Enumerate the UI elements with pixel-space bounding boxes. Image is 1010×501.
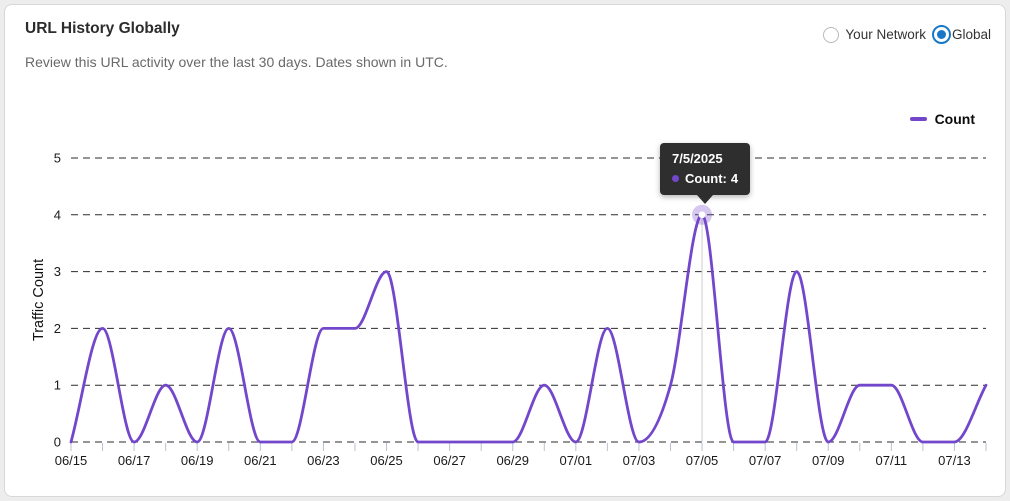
- legend-line-swatch-icon: [909, 117, 927, 121]
- y-tick-label-4: 4: [54, 207, 61, 222]
- radio-option-global[interactable]: Global: [926, 25, 991, 44]
- radio-label-global: Global: [951, 27, 991, 42]
- chart-tooltip: 7/5/2025 Count: 4: [660, 143, 751, 195]
- x-tick-label-07-05: 07/05: [686, 453, 719, 468]
- x-tick-label-07-01: 07/01: [560, 453, 593, 468]
- tooltip-count-value: 4: [730, 171, 739, 186]
- card-header: URL History Globally Review this URL act…: [25, 20, 448, 70]
- url-history-card: URL History Globally Review this URL act…: [4, 4, 1006, 497]
- x-tick-label-06-23: 06/23: [307, 453, 340, 468]
- y-tick-label-1: 1: [54, 378, 61, 393]
- x-tick-label-06-15: 06/15: [55, 453, 88, 468]
- x-tick-label-07-03: 07/03: [623, 453, 656, 468]
- highlighted-point[interactable]: [698, 211, 706, 219]
- network-scope-toggle: Your Network Global: [823, 25, 991, 44]
- radio-label-your-network: Your Network: [845, 27, 926, 42]
- x-tick-label-06-27: 06/27: [433, 453, 466, 468]
- page-subtitle: Review this URL activity over the last 3…: [25, 54, 448, 70]
- x-tick-label-06-17: 06/17: [118, 453, 151, 468]
- chart-legend: Count: [909, 111, 975, 127]
- tooltip-count-row: Count: 4: [672, 171, 738, 186]
- page-title: URL History Globally: [25, 20, 180, 37]
- x-tick-label-06-21: 06/21: [244, 453, 277, 468]
- y-axis-title: Traffic Count: [31, 259, 47, 341]
- y-tick-label-3: 3: [54, 264, 61, 279]
- x-tick-label-07-13: 07/13: [938, 453, 971, 468]
- legend-label: Count: [934, 111, 975, 127]
- y-tick-label-5: 5: [54, 151, 61, 166]
- x-tick-label-06-29: 06/29: [496, 453, 529, 468]
- x-tick-label-06-25: 06/25: [370, 453, 403, 468]
- tooltip-count-label: Count:: [685, 171, 727, 186]
- count-line: [69, 213, 988, 444]
- x-tick-label-07-07: 07/07: [749, 453, 782, 468]
- x-tick-label-07-11: 07/11: [876, 453, 908, 468]
- x-tick-label-06-19: 06/19: [181, 453, 214, 468]
- y-tick-label-2: 2: [54, 321, 61, 336]
- radio-unselected-icon[interactable]: [823, 26, 840, 43]
- radio-selected-icon[interactable]: [931, 25, 951, 44]
- count-series-bullet-icon: [672, 175, 679, 182]
- traffic-count-chart[interactable]: 0 1 2 3 4 5 Traffic Count 06/15 06/17 06/19 06/21 0…: [5, 5, 1006, 490]
- y-tick-label-0: 0: [54, 435, 61, 450]
- radio-option-your-network[interactable]: Your Network: [823, 26, 926, 43]
- tooltip-date: 7/5/2025: [672, 151, 723, 166]
- x-tick-label-07-09: 07/09: [812, 453, 845, 468]
